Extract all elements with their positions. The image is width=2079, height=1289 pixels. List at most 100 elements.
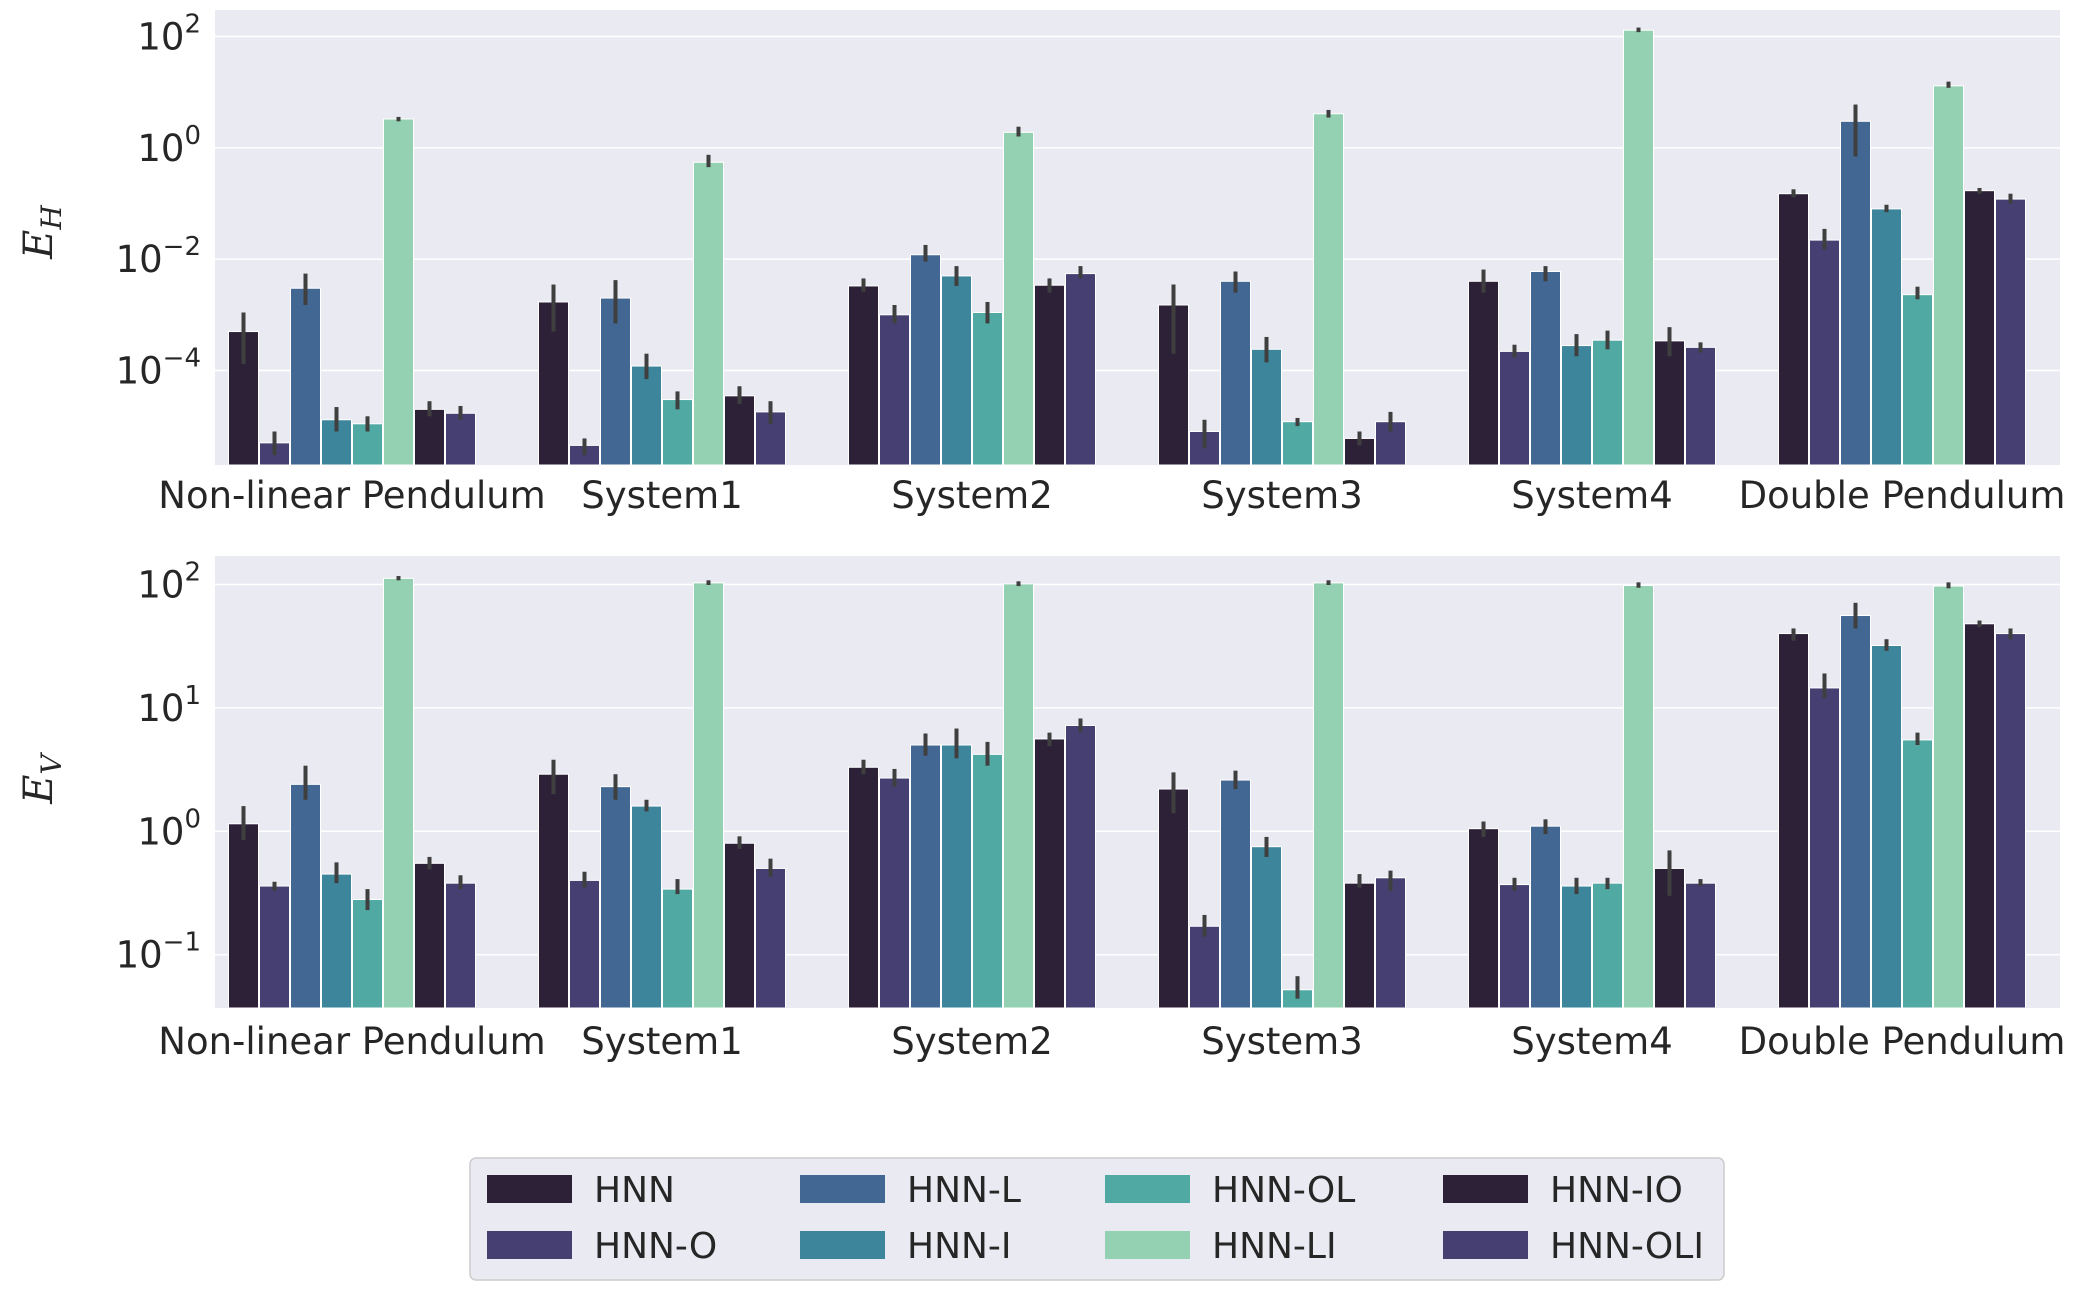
bar xyxy=(1065,273,1096,466)
legend-label: HNN-OLI xyxy=(1550,1226,1704,1267)
bar xyxy=(693,582,724,1009)
bar xyxy=(848,285,879,466)
bar xyxy=(848,766,879,1009)
bar xyxy=(1995,633,2026,1009)
legend-swatch xyxy=(487,1175,572,1203)
bar xyxy=(1468,280,1499,466)
bar xyxy=(1251,348,1282,466)
bar xyxy=(1902,294,1933,466)
x-tick-label: Non-linear Pendulum xyxy=(158,474,545,517)
bar xyxy=(600,786,631,1009)
x-tick-label: Double Pendulum xyxy=(1739,1020,2066,1063)
bar xyxy=(414,862,445,1009)
legend-swatch xyxy=(487,1231,572,1259)
legend-swatch xyxy=(1105,1175,1190,1203)
legend-label: HNN-L xyxy=(907,1170,1021,1211)
bar xyxy=(631,805,662,1009)
bar xyxy=(910,254,941,466)
bar xyxy=(1499,884,1530,1009)
x-tick-label: System1 xyxy=(581,1020,743,1063)
y-tick-label: 10−4 xyxy=(116,343,201,392)
bar xyxy=(383,577,414,1009)
errorbars-eh xyxy=(241,27,2013,456)
bar xyxy=(1840,615,1871,1009)
x-tick-label: System2 xyxy=(891,1020,1053,1063)
bar xyxy=(1468,828,1499,1009)
bar xyxy=(290,287,321,466)
bar xyxy=(290,783,321,1009)
bar xyxy=(1158,788,1189,1009)
bar xyxy=(352,899,383,1009)
bar xyxy=(1654,340,1685,466)
bar xyxy=(662,888,693,1009)
bar xyxy=(445,882,476,1009)
bar xyxy=(321,873,352,1009)
legend-label: HNN-IO xyxy=(1550,1170,1683,1211)
x-tick-label: System1 xyxy=(581,474,743,517)
bar xyxy=(569,879,600,1009)
bar xyxy=(1530,270,1561,466)
bar xyxy=(259,885,290,1009)
y-tick-labels-ev: 10−1 100 101 102 xyxy=(116,557,201,976)
bar xyxy=(1685,882,1716,1009)
bar xyxy=(1592,882,1623,1009)
bar xyxy=(1871,208,1902,466)
errorbars-ev xyxy=(241,576,2013,999)
bar xyxy=(724,395,755,466)
bar xyxy=(1809,687,1840,1009)
x-tick-label: System3 xyxy=(1201,1020,1363,1063)
bar xyxy=(228,823,259,1009)
bar xyxy=(414,408,445,466)
bar xyxy=(972,753,1003,1009)
x-tick-label: System4 xyxy=(1511,1020,1673,1063)
bar xyxy=(879,777,910,1009)
bar xyxy=(538,773,569,1009)
bar xyxy=(941,275,972,466)
bar xyxy=(631,365,662,466)
bar xyxy=(724,842,755,1009)
y-tick-label: 10−1 xyxy=(116,928,201,977)
bar xyxy=(1964,190,1995,466)
bar xyxy=(1034,738,1065,1009)
bar xyxy=(1313,582,1344,1009)
legend-swatch xyxy=(1443,1175,1528,1203)
bar xyxy=(972,311,1003,466)
legend-swatch xyxy=(800,1175,885,1203)
bar xyxy=(1530,825,1561,1009)
bar xyxy=(1623,29,1654,466)
legend-swatch xyxy=(1105,1231,1190,1259)
panel-eh: 10−4 10−2 100 102 Non-linear Pendulum System… xyxy=(16,10,2065,517)
bar xyxy=(910,744,941,1009)
bar xyxy=(1375,877,1406,1009)
bar xyxy=(1003,131,1034,466)
bar xyxy=(1034,284,1065,466)
y-axis-label-ev: EV xyxy=(16,752,68,805)
bar xyxy=(1561,885,1592,1009)
bar xyxy=(1778,633,1809,1009)
legend-label: HNN-LI xyxy=(1212,1226,1337,1267)
y-tick-label: 101 xyxy=(137,681,201,730)
y-tick-label: 100 xyxy=(137,121,201,170)
legend-label: HNN-OL xyxy=(1212,1170,1355,1211)
bar xyxy=(1220,779,1251,1009)
bar xyxy=(1065,724,1096,1009)
legend-swatch xyxy=(800,1231,885,1259)
bar xyxy=(755,867,786,1009)
x-tick-label: System3 xyxy=(1201,474,1363,517)
bar xyxy=(1778,193,1809,466)
legend-label: HNN-I xyxy=(907,1226,1012,1267)
bar xyxy=(1499,350,1530,466)
bar xyxy=(1840,120,1871,466)
bar xyxy=(1344,882,1375,1009)
bar xyxy=(662,399,693,466)
y-tick-label: 10−2 xyxy=(116,232,201,281)
bar xyxy=(1623,585,1654,1009)
x-tick-label: Non-linear Pendulum xyxy=(158,1020,545,1063)
gridlines-eh xyxy=(215,35,2060,372)
panel-ev: 10−1 100 101 102 Non-linear Pendulum System1… xyxy=(16,556,2065,1063)
bar xyxy=(1964,623,1995,1009)
legend-label: HNN-O xyxy=(594,1226,717,1267)
legend-swatch xyxy=(1443,1231,1528,1259)
bar xyxy=(383,118,414,466)
